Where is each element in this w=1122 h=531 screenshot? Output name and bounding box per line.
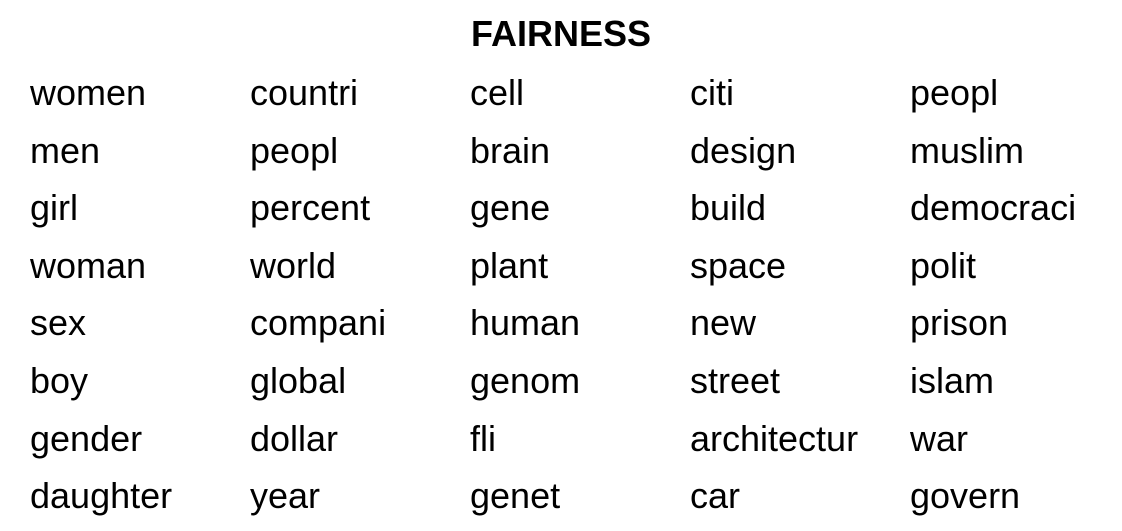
- word: compani: [250, 302, 387, 344]
- word-column: women men girl woman sex boy gender daug…: [30, 70, 172, 531]
- word-column: countri peopl percent world compani glob…: [250, 70, 386, 531]
- word: dollar: [250, 417, 339, 459]
- word-column: cell brain gene plant human genom fli ge…: [470, 70, 580, 531]
- word: build: [690, 187, 767, 229]
- page-title: FAIRNESS: [470, 13, 652, 54]
- word: sex: [30, 302, 87, 344]
- word: genet: [470, 475, 561, 517]
- word-column: citi design build space new street archi…: [690, 70, 858, 531]
- word: peopl: [910, 72, 999, 113]
- word: polit: [910, 244, 977, 286]
- word: muslim: [910, 129, 1024, 171]
- word: world: [250, 244, 337, 286]
- word: design: [690, 129, 797, 171]
- word: peopl: [250, 129, 339, 171]
- word: woman: [30, 244, 147, 286]
- word: gender: [30, 417, 143, 459]
- word: street: [690, 359, 781, 401]
- word: govern: [910, 475, 1021, 517]
- word: brain: [470, 129, 551, 171]
- word: women: [30, 72, 147, 113]
- word: cell: [470, 72, 525, 113]
- word: boy: [30, 359, 89, 401]
- word: human: [470, 302, 581, 344]
- word: new: [690, 302, 757, 344]
- word: fli: [470, 417, 496, 459]
- word: car: [690, 475, 741, 517]
- word: girl: [30, 187, 79, 229]
- word: war: [910, 417, 969, 459]
- word: citi: [690, 72, 734, 113]
- word: countri: [250, 72, 359, 113]
- word: men: [30, 129, 101, 171]
- word-column: peopl muslim democraci polit prison isla…: [910, 70, 1076, 531]
- word: islam: [910, 359, 995, 401]
- word: architectur: [690, 417, 859, 459]
- word: prison: [910, 302, 1009, 344]
- word: percent: [250, 187, 371, 229]
- word: plant: [470, 244, 549, 286]
- word: daughter: [30, 475, 173, 517]
- word: gene: [470, 187, 551, 229]
- word: genom: [470, 359, 581, 401]
- word: democraci: [910, 187, 1077, 229]
- word: year: [250, 475, 321, 517]
- word: global: [250, 359, 347, 401]
- word: space: [690, 244, 787, 286]
- word-columns: women men girl woman sex boy gender daug…: [0, 70, 1122, 528]
